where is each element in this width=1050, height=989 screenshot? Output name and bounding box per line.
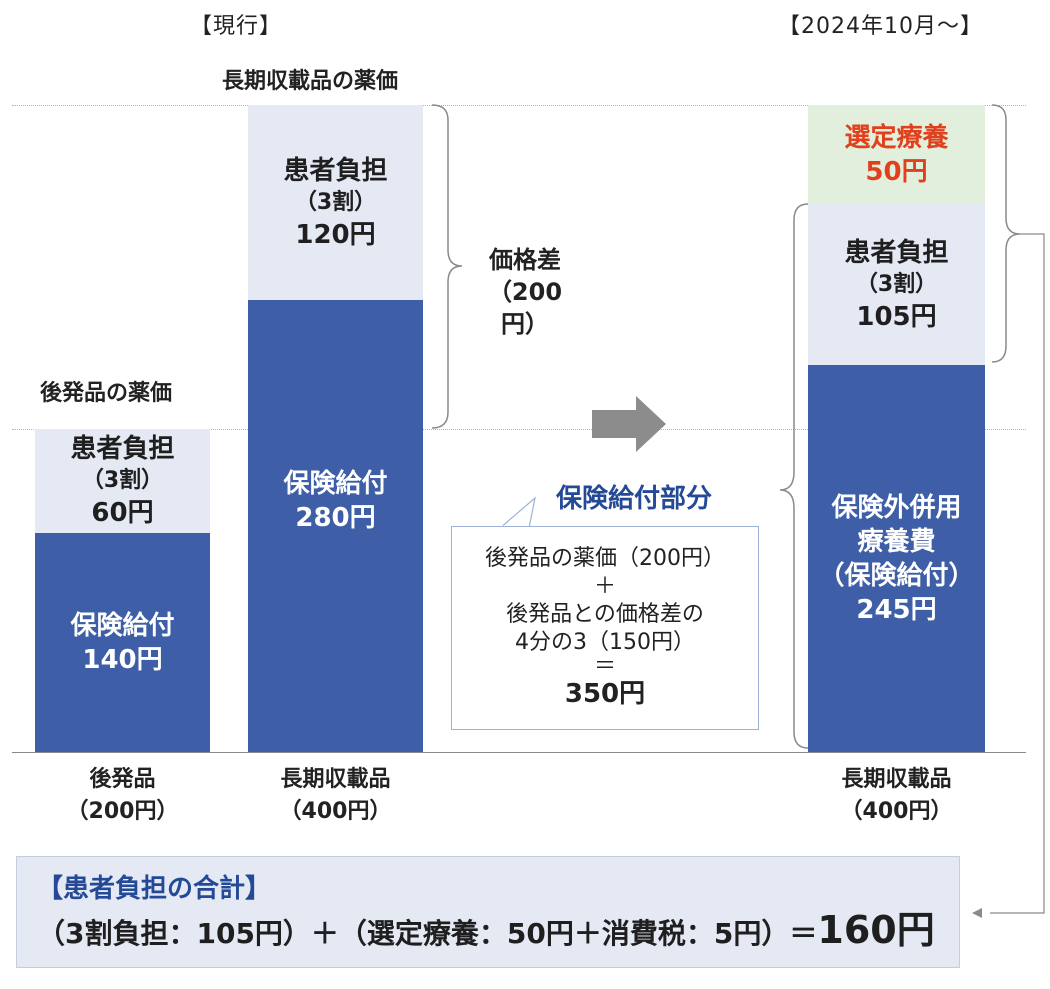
category-generic: 後発品 （200円） — [35, 764, 210, 828]
header-current: 【現行】 — [190, 14, 283, 39]
summary-box: 【患者負担の合計】 （3割負担：105円）＋（選定療養：50円＋消費税：5円）＝… — [16, 856, 960, 968]
category-generic-price: （200円） — [66, 799, 179, 824]
future-patient-amount: 105円 — [856, 301, 937, 332]
callout-pointer — [499, 496, 536, 529]
long-term-patient-title: 患者負担 — [283, 155, 388, 186]
insurance-portion-brace — [779, 203, 809, 749]
future-patient-ratio: （3割） — [855, 271, 938, 297]
connector-arrowhead-icon — [972, 908, 982, 918]
label-generic-price: 後発品の薬価 — [40, 381, 173, 406]
long-term-patient-segment: 患者負担 （3割） 120円 — [248, 105, 423, 300]
price-gap-amount: （200円） — [487, 278, 563, 338]
future-insurance-line3: （保険給付） — [818, 560, 975, 591]
patient-total-brace — [990, 104, 1045, 914]
future-selected-title: 選定療養 — [844, 122, 949, 153]
category-long-term-future: 長期収載品 （400円） — [808, 764, 985, 828]
generic-insurance-title: 保険給付 — [70, 610, 175, 641]
generic-patient-ratio: （3割） — [81, 468, 164, 493]
future-insurance-amount: 245円 — [856, 594, 937, 625]
generic-patient-amount: 60円 — [91, 498, 154, 528]
future-selected-amount: 50円 — [865, 156, 928, 187]
long-term-insurance-segment: 保険給付 280円 — [248, 300, 423, 752]
summary-formula-row: （3割負担：105円）＋（選定療養：50円＋消費税：5円）＝160円 — [37, 907, 959, 957]
future-insurance-line1: 保険外併用 — [831, 492, 962, 523]
insurance-portion-title: 保険給付部分 — [556, 484, 713, 514]
long-term-insurance-title: 保険給付 — [283, 469, 388, 499]
future-insurance-segment: 保険外併用 療養費 （保険給付） 245円 — [808, 365, 985, 752]
category-long-term-future-price: （400円） — [840, 799, 953, 824]
category-long-term-future-name: 長期収載品 — [841, 767, 952, 792]
callout-line1: 後発品の薬価（200円） — [485, 546, 725, 571]
category-long-term-name: 長期収載品 — [280, 767, 391, 792]
baseline — [12, 752, 1026, 753]
callout-equals: ＝ — [593, 654, 616, 679]
summary-formula: （3割負担：105円）＋（選定療養：50円＋消費税：5円）＝ — [37, 917, 818, 950]
generic-patient-title: 患者負担 — [70, 434, 175, 464]
callout-line3: 4分の3（150円） — [515, 630, 695, 655]
category-long-term: 長期収載品 （400円） — [248, 764, 423, 828]
future-patient-segment: 患者負担 （3割） 105円 — [808, 204, 985, 365]
future-insurance-line2: 療養費 — [857, 526, 936, 557]
price-gap-brace — [431, 104, 463, 429]
guide-line-mid — [12, 429, 1026, 430]
category-long-term-price: （400円） — [279, 799, 392, 824]
header-future: 【2024年10月～】 — [778, 14, 983, 39]
future-patient-title: 患者負担 — [844, 237, 949, 268]
summary-total: 160円 — [817, 908, 935, 952]
callout-result: 350円 — [564, 679, 646, 709]
callout-line2: 後発品との価格差の — [506, 602, 704, 627]
long-term-patient-amount: 120円 — [295, 219, 376, 250]
price-gap-label: 価格差 （200円） — [470, 244, 580, 340]
generic-insurance-amount: 140円 — [82, 644, 163, 675]
guide-line-top — [12, 105, 1026, 106]
callout-plus: ＋ — [593, 574, 616, 599]
label-long-term-price: 長期収載品の薬価 — [222, 69, 399, 94]
right-arrow-icon — [592, 396, 666, 452]
generic-patient-segment: 患者負担 （3割） 60円 — [35, 429, 210, 533]
category-generic-name: 後発品 — [89, 767, 156, 792]
price-gap-title: 価格差 — [489, 246, 561, 274]
future-selected-segment: 選定療養 50円 — [808, 105, 985, 204]
long-term-insurance-amount: 280円 — [295, 503, 376, 533]
long-term-patient-ratio: （3割） — [294, 189, 377, 215]
summary-title: 【患者負担の合計】 — [37, 874, 272, 904]
callout-box: 後発品の薬価（200円） ＋ 後発品との価格差の 4分の3（150円） ＝ 35… — [451, 526, 759, 730]
generic-insurance-segment: 保険給付 140円 — [35, 533, 210, 752]
